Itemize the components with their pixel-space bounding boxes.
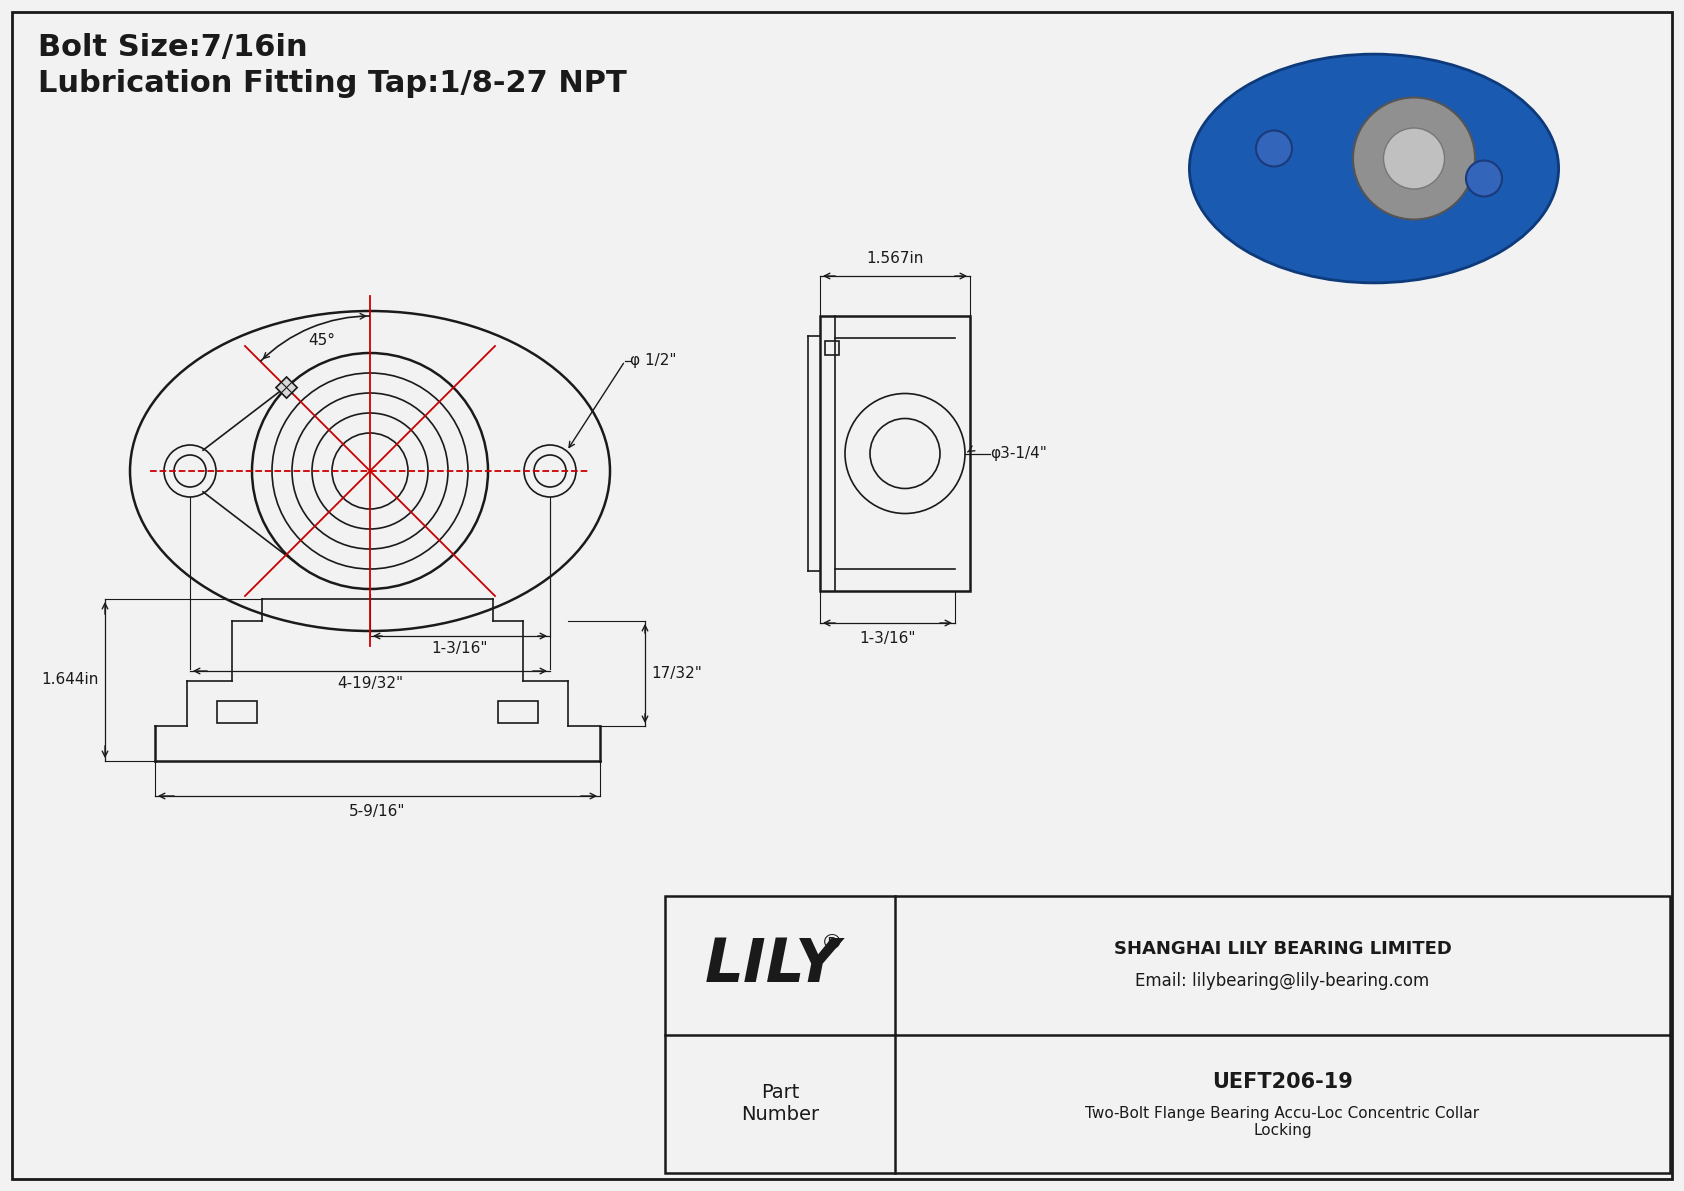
Text: Part
Number: Part Number	[741, 1084, 818, 1124]
Text: SHANGHAI LILY BEARING LIMITED: SHANGHAI LILY BEARING LIMITED	[1113, 940, 1452, 959]
Bar	[665, 896, 1671, 1173]
Bar	[276, 378, 296, 398]
Text: 45°: 45°	[308, 333, 335, 348]
Bar	[820, 316, 970, 591]
Text: ®: ®	[820, 934, 844, 953]
Text: Email: lilybearing@lily-bearing.com: Email: lilybearing@lily-bearing.com	[1135, 972, 1430, 990]
Text: Bolt Size:7/16in: Bolt Size:7/16in	[39, 33, 308, 62]
Text: 1-3/16": 1-3/16"	[859, 631, 916, 646]
Text: 1.644in: 1.644in	[42, 673, 99, 687]
Text: 1-3/16": 1-3/16"	[431, 641, 488, 656]
Text: Lubrication Fitting Tap:1/8-27 NPT: Lubrication Fitting Tap:1/8-27 NPT	[39, 69, 626, 98]
Circle shape	[1384, 127, 1445, 189]
Bar	[498, 701, 537, 723]
Bar	[217, 701, 258, 723]
Text: φ 1/2": φ 1/2"	[630, 354, 677, 368]
Text: LILY: LILY	[704, 936, 840, 994]
Text: 17/32": 17/32"	[652, 666, 702, 681]
Bar	[825, 341, 839, 355]
Text: 1.567in: 1.567in	[866, 251, 925, 266]
Text: φ3-1/4": φ3-1/4"	[990, 445, 1047, 461]
Circle shape	[1467, 161, 1502, 197]
Ellipse shape	[1189, 54, 1559, 283]
Text: 5-9/16": 5-9/16"	[349, 804, 406, 819]
Text: Two-Bolt Flange Bearing Accu-Loc Concentric Collar
Locking: Two-Bolt Flange Bearing Accu-Loc Concent…	[1086, 1105, 1480, 1137]
Circle shape	[1352, 98, 1475, 219]
Circle shape	[1256, 131, 1292, 167]
Text: UEFT206-19: UEFT206-19	[1212, 1072, 1352, 1092]
Text: 4-19/32": 4-19/32"	[337, 676, 402, 691]
